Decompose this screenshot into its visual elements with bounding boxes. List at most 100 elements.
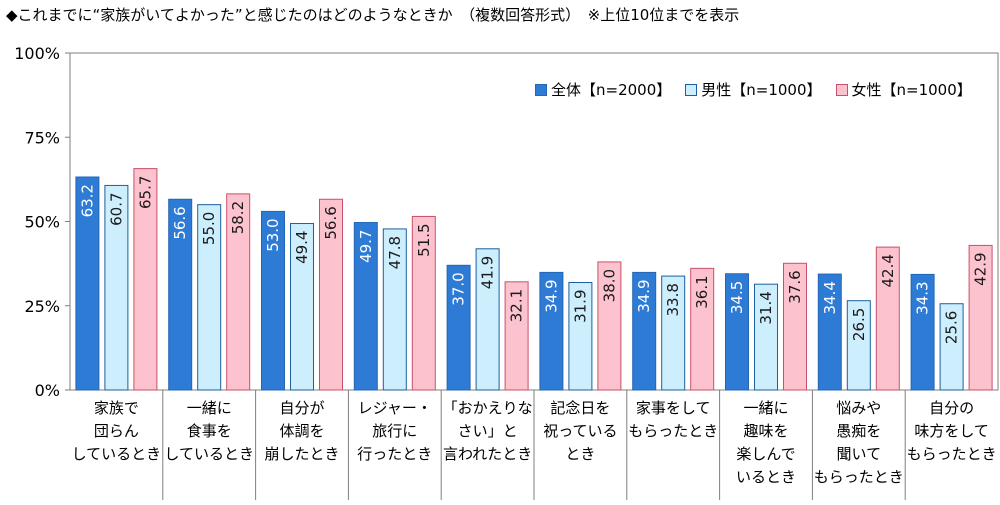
bar-series-0 xyxy=(817,273,842,391)
data-label-series-2: 37.6 xyxy=(786,270,804,303)
category-label-line: 旅行に xyxy=(372,422,417,440)
category-label-line: さい」と xyxy=(458,422,518,440)
data-label-series-0: 34.4 xyxy=(821,281,839,314)
y-tick-label: 0% xyxy=(35,381,60,400)
bar-series-2 xyxy=(133,168,158,391)
bar-series-0 xyxy=(632,271,657,391)
data-label-series-0: 34.5 xyxy=(728,281,746,314)
category-label-line: 一緒に xyxy=(743,399,788,417)
data-label-series-1: 60.7 xyxy=(107,192,125,225)
bar-series-2 xyxy=(690,267,715,391)
bar-series-0 xyxy=(446,264,471,391)
category-label-line: 悩みや xyxy=(836,399,881,417)
data-label-series-0: 34.3 xyxy=(914,281,932,314)
bar-series-1 xyxy=(568,281,593,391)
data-label-series-1: 47.8 xyxy=(386,236,404,269)
category-label-line: 団らん xyxy=(94,422,139,440)
chart-bars xyxy=(75,168,993,391)
data-label-series-0: 53.0 xyxy=(264,218,282,251)
bar-series-1 xyxy=(939,303,964,391)
category-label-line: 食事を xyxy=(187,422,232,440)
bar-series-1 xyxy=(290,223,314,391)
category-label-line: もらったとき xyxy=(628,422,718,440)
bar-series-0 xyxy=(75,176,100,391)
data-label-series-1: 26.5 xyxy=(850,308,868,341)
category-label-line: 言われたとき xyxy=(443,445,532,463)
data-label-series-1: 41.9 xyxy=(479,256,497,289)
y-tick-label: 75% xyxy=(24,128,60,147)
bar-series-1 xyxy=(846,300,871,391)
chart-title: ◆これまでに“家族がいてよかった”と感じたのはどのようなときか （複数回答形式）… xyxy=(6,6,740,24)
bar-series-2 xyxy=(319,198,343,391)
legend-label-series-2: 女性【n=1000】 xyxy=(851,81,972,99)
data-label-series-0: 63.2 xyxy=(78,184,96,217)
category-label-line: レジャー・ xyxy=(358,399,432,417)
bar-series-1 xyxy=(382,228,407,391)
bar-series-2 xyxy=(875,246,900,391)
data-label-series-2: 58.2 xyxy=(229,201,247,234)
data-label-series-0: 34.9 xyxy=(635,279,653,312)
category-label-line: 味方をして xyxy=(914,422,989,440)
y-tick-label: 25% xyxy=(24,297,60,316)
bar-series-1 xyxy=(661,275,686,391)
legend-item-series-2: 女性【n=1000】 xyxy=(835,79,972,100)
data-label-series-1: 55.0 xyxy=(200,212,218,245)
category-label-line: 愚痴を xyxy=(836,422,881,440)
category-label-line: 一緒に xyxy=(187,399,232,417)
data-label-series-1: 33.8 xyxy=(664,283,682,316)
bar-series-0 xyxy=(910,273,935,391)
category-label-line: 自分が xyxy=(279,399,324,417)
category-label-line: とき xyxy=(565,445,595,463)
legend-swatch-series-0 xyxy=(535,83,547,96)
bar-series-2 xyxy=(226,193,251,391)
category-label-line: 家族で xyxy=(94,399,139,417)
category-label-line: 楽しんで xyxy=(736,445,795,463)
legend-label-series-1: 男性【n=1000】 xyxy=(701,81,822,99)
category-label-line: 祝っている xyxy=(543,422,617,440)
category-label-line: 聞いて xyxy=(837,445,882,463)
data-label-series-0: 37.0 xyxy=(450,272,468,305)
category-label-line: しているとき xyxy=(72,445,162,463)
legend-swatch-series-1 xyxy=(685,83,698,96)
data-label-series-2: 65.7 xyxy=(136,176,154,209)
bar-series-0 xyxy=(168,198,193,391)
data-label-series-2: 36.1 xyxy=(693,275,711,308)
category-label-line: しているとき xyxy=(164,445,254,463)
data-label-series-2: 56.6 xyxy=(322,206,340,239)
data-label-series-2: 42.9 xyxy=(972,252,990,285)
bar-series-2 xyxy=(968,244,993,391)
y-tick-label: 50% xyxy=(24,213,60,232)
bar-series-1 xyxy=(754,283,778,391)
category-label-line: もらったとき xyxy=(814,468,904,486)
bar-series-1 xyxy=(197,204,222,391)
legend-item-series-1: 男性【n=1000】 xyxy=(685,79,822,100)
data-label-series-0: 34.9 xyxy=(542,279,560,312)
category-label-line: いるとき xyxy=(736,468,796,486)
data-label-series-1: 31.9 xyxy=(571,289,589,322)
legend-item-series-0: 全体【n=2000】 xyxy=(535,79,671,100)
bar-series-2 xyxy=(504,281,529,391)
chart-axes: 0% 25% 50% 75% 100% xyxy=(14,44,999,500)
bar-series-2 xyxy=(411,215,436,391)
bar-series-2 xyxy=(597,261,622,391)
data-label-series-2: 38.0 xyxy=(600,269,618,302)
bar-series-2 xyxy=(783,262,807,391)
data-label-series-1: 25.6 xyxy=(943,311,961,344)
category-label-line: 「おかえりな xyxy=(443,399,533,417)
data-label-series-1: 31.4 xyxy=(757,291,775,324)
bar-series-0 xyxy=(353,222,378,391)
chart-data-labels: 63.2 60.7 65.7 56.6 55.0 58.2 53.0 49.4 56.6 49.7… xyxy=(78,176,989,345)
bar-series-1 xyxy=(104,184,129,391)
chart-category-labels: 家族で団らんしているとき一緒に食事をしているとき自分が体調を崩したときレジャー・… xyxy=(72,399,997,486)
category-label-line: 家事をして xyxy=(636,399,711,417)
